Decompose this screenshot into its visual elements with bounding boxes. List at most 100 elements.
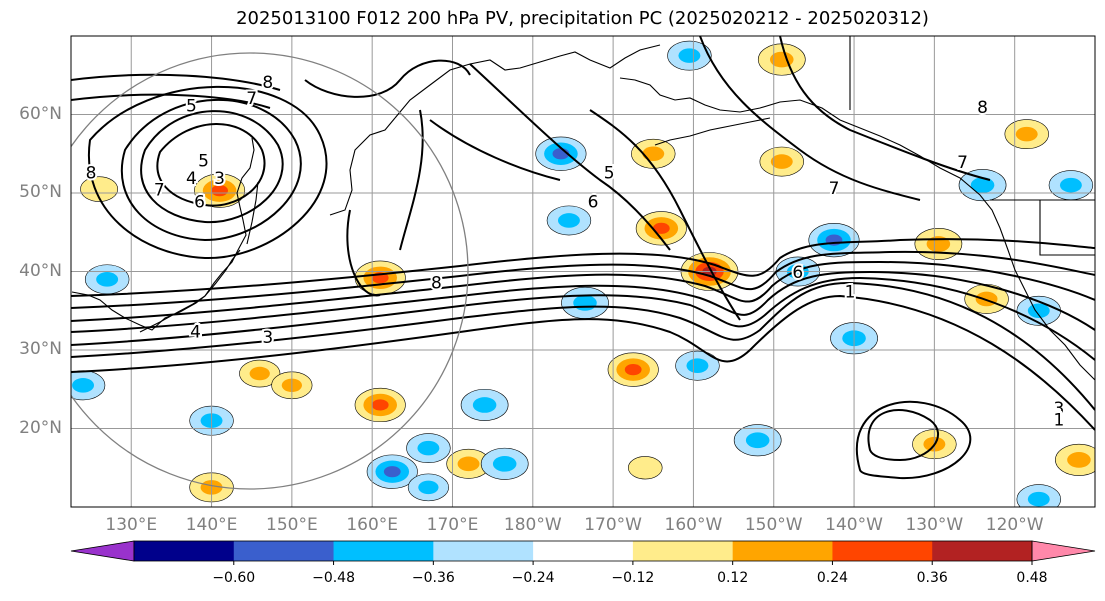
pv-contour-label: 8 bbox=[431, 273, 442, 293]
coastline-japan bbox=[139, 249, 241, 333]
pv-contour-1 bbox=[71, 294, 1095, 431]
precip-feature bbox=[354, 387, 406, 423]
colorbar-segment bbox=[732, 541, 833, 561]
pv-ridge-north bbox=[71, 59, 471, 109]
precip-feature bbox=[366, 454, 418, 489]
pv-contour-label: 6 bbox=[194, 192, 205, 212]
precip-feature bbox=[667, 40, 712, 71]
colorbar-extend-low bbox=[70, 540, 135, 562]
colorbar-tick-label: 0.24 bbox=[816, 570, 849, 586]
precip-feature bbox=[80, 176, 119, 202]
pv-closed-low-20n bbox=[856, 400, 972, 480]
pv-contour-north-alaska bbox=[699, 36, 991, 201]
pv-contour-label: 7 bbox=[246, 89, 257, 109]
pv-trough-east-pacific bbox=[429, 63, 741, 321]
precip-level bbox=[492, 455, 517, 472]
coastline-siberia bbox=[394, 44, 661, 119]
pv-contour-3 bbox=[71, 281, 1095, 411]
pv-contour-label: 8 bbox=[977, 98, 988, 118]
colorbar-extend-high bbox=[1031, 540, 1096, 562]
precip-level bbox=[678, 48, 701, 63]
pv-contour-label: 5 bbox=[198, 152, 209, 172]
longitude-label: 130°E bbox=[105, 515, 158, 535]
pv-contour-label: 5 bbox=[604, 163, 615, 183]
precip-level bbox=[1027, 491, 1050, 507]
latitude-label: 50°N bbox=[19, 182, 62, 202]
colorbar-segment bbox=[333, 541, 434, 561]
longitude-label: 120°W bbox=[985, 515, 1044, 535]
colorbar-segment bbox=[433, 541, 534, 561]
longitude-label: 170°E bbox=[426, 515, 479, 535]
pv-contour-label: 7 bbox=[154, 181, 165, 201]
colorbar-tick-label: 0.36 bbox=[916, 570, 948, 586]
pv-contour-label: 1 bbox=[845, 283, 856, 303]
latitude-label: 30°N bbox=[19, 339, 62, 359]
precip-feature bbox=[1004, 119, 1049, 150]
coastline-sakhalin-kamchatka bbox=[246, 117, 396, 245]
precip-feature bbox=[1055, 443, 1095, 476]
precip-feature bbox=[607, 352, 659, 387]
colorbar-segment bbox=[832, 541, 933, 561]
precip-level bbox=[383, 466, 401, 478]
precip-level bbox=[472, 397, 497, 413]
precip-feature bbox=[1048, 170, 1094, 201]
colorbar-tick-label: −0.36 bbox=[411, 570, 455, 586]
colorbar-tick-label: 0.12 bbox=[717, 570, 749, 586]
pv-contour-label: 1 bbox=[1053, 411, 1064, 431]
colorbar bbox=[70, 540, 1096, 565]
precip-feature bbox=[239, 359, 281, 388]
precip-feature bbox=[1016, 484, 1061, 507]
longitude-label: 140°W bbox=[825, 515, 883, 535]
pv-contour-label: 4 bbox=[186, 169, 197, 189]
coastline-asia bbox=[71, 137, 255, 331]
precip-feature bbox=[759, 146, 804, 177]
precip-feature bbox=[631, 138, 676, 169]
precip-feature bbox=[480, 447, 529, 480]
colorbar-tick-label: 0.48 bbox=[1016, 570, 1048, 586]
colorbar-segment bbox=[632, 541, 734, 561]
precip-feature bbox=[733, 424, 782, 457]
precip-level bbox=[745, 432, 770, 449]
latitude-label: 40°N bbox=[19, 260, 62, 281]
coastline-aleutians bbox=[654, 117, 771, 146]
longitude-label: 130°W bbox=[905, 515, 964, 535]
precip-feature bbox=[546, 205, 592, 236]
precip-feature bbox=[914, 228, 963, 261]
precip-feature bbox=[535, 136, 587, 171]
colorbar-segment bbox=[533, 541, 634, 561]
precip-level bbox=[249, 366, 270, 381]
pv-contour-label: 4 bbox=[190, 323, 201, 343]
pv-contour-label: 5 bbox=[186, 97, 197, 117]
precip-level bbox=[418, 480, 439, 495]
precip-level bbox=[417, 440, 440, 456]
precip-level bbox=[1015, 126, 1038, 142]
pv-contour-label: 7 bbox=[829, 179, 840, 199]
map-title: 2025013100 F012 200 hPa PV, precipitatio… bbox=[236, 8, 929, 29]
precip-feature bbox=[808, 223, 860, 258]
precip-level bbox=[80, 176, 119, 202]
precip-level bbox=[1067, 452, 1091, 468]
precip-level bbox=[627, 456, 663, 480]
pv-contour-label: 8 bbox=[86, 163, 97, 183]
pv-contour-label: 8 bbox=[262, 73, 273, 93]
map-frame bbox=[70, 35, 1096, 508]
border-canada-us bbox=[849, 36, 1095, 256]
coastline-alaska bbox=[619, 77, 1095, 381]
precip-level bbox=[624, 364, 642, 376]
latitude-label: 60°N bbox=[19, 103, 62, 124]
pv-contour-label: 7 bbox=[957, 153, 968, 173]
pv-contour-5 bbox=[71, 270, 1095, 333]
precip-level bbox=[975, 291, 998, 307]
pv-contour-label: 3 bbox=[262, 328, 273, 348]
coastlines bbox=[71, 36, 1095, 381]
precip-feature bbox=[354, 260, 406, 295]
latitude-label: 20°N bbox=[19, 417, 62, 438]
pv-contour-label: 6 bbox=[792, 263, 803, 283]
colorbar-tick-label: −0.48 bbox=[312, 570, 355, 586]
precip-level bbox=[770, 154, 793, 169]
precip-level bbox=[96, 272, 119, 287]
pv-contours bbox=[71, 36, 1095, 480]
precip-level bbox=[557, 213, 580, 228]
